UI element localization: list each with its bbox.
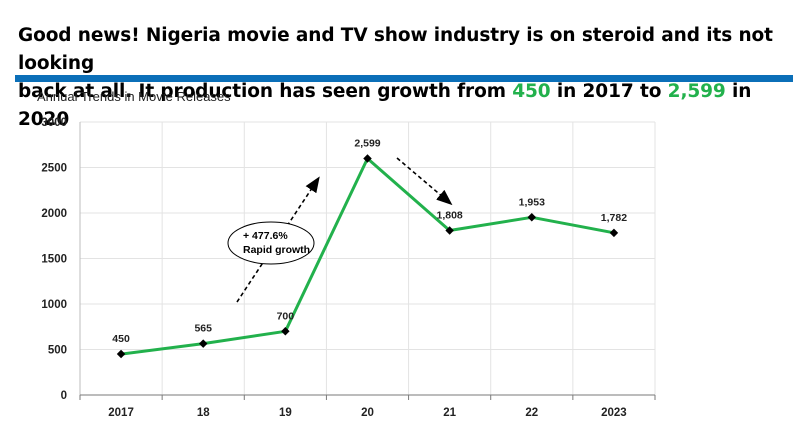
y-tick-label: 1000: [41, 299, 67, 311]
data-label: 1,782: [601, 212, 627, 224]
data-point: [116, 349, 126, 359]
headline: Good news! Nigeria movie and TV show ind…: [18, 22, 798, 134]
annotation-percent: + 477.6%: [243, 230, 288, 242]
x-tick-label: 18: [197, 407, 210, 419]
headline-text-c: in 2020: [18, 81, 752, 130]
headline-divider: [15, 75, 793, 82]
annotation-bubble: [227, 221, 315, 265]
y-tick-label: 0: [61, 390, 67, 402]
headline-line-1: Good news! Nigeria movie and TV show ind…: [18, 25, 773, 74]
decline-arrow: [396, 157, 453, 206]
annotation-group: + 477.6% Rapid growth: [227, 157, 453, 303]
annotation-caption: Rapid growth: [243, 244, 310, 256]
data-label: 2,599: [354, 137, 380, 149]
data-label: 700: [277, 310, 295, 322]
chart-axes: [79, 122, 656, 400]
y-tick-label: 1500: [41, 254, 67, 266]
data-labels: 450 565 700 2,599 1,808 1,953 1,782: [112, 137, 627, 345]
data-point: [527, 213, 537, 222]
data-point: [445, 226, 454, 235]
data-point: [363, 154, 372, 163]
data-point: [281, 327, 290, 336]
data-label: 1,808: [437, 209, 463, 221]
x-tick-label: 21: [443, 407, 456, 419]
x-axis-tick-labels: 2017 18 19 20 21 22 2023: [108, 407, 626, 419]
data-label: 1,953: [519, 196, 545, 208]
y-tick-label: 2500: [41, 163, 67, 175]
headline-value-2017: 450: [512, 81, 551, 102]
y-axis-tick-labels: 0 500 1000 1500 2000 2500 3000: [41, 117, 67, 402]
data-label: 565: [194, 323, 212, 335]
y-tick-label: 500: [48, 345, 67, 357]
y-tick-label: 2000: [41, 208, 67, 220]
headline-text-a: back at all. It production has seen grow…: [18, 81, 513, 102]
x-tick-label: 22: [525, 407, 538, 419]
data-label: 450: [112, 333, 130, 345]
y-tick-label: 3000: [41, 117, 67, 129]
chart-grid: [80, 121, 656, 395]
headline-value-2020: 2,599: [667, 81, 726, 102]
x-tick-label: 20: [361, 407, 374, 419]
x-tick-label: 19: [279, 407, 292, 419]
data-points: [116, 154, 619, 359]
x-tick-label: 2017: [108, 407, 134, 419]
headline-text-b: in 2017 to: [550, 81, 668, 102]
headline-line-2: back at all. It production has seen grow…: [18, 78, 798, 134]
chart-title: Annual Trends in Movie Releases: [37, 89, 231, 104]
data-point: [609, 228, 619, 238]
x-tick-label: 2023: [601, 407, 627, 419]
data-point: [198, 339, 208, 348]
